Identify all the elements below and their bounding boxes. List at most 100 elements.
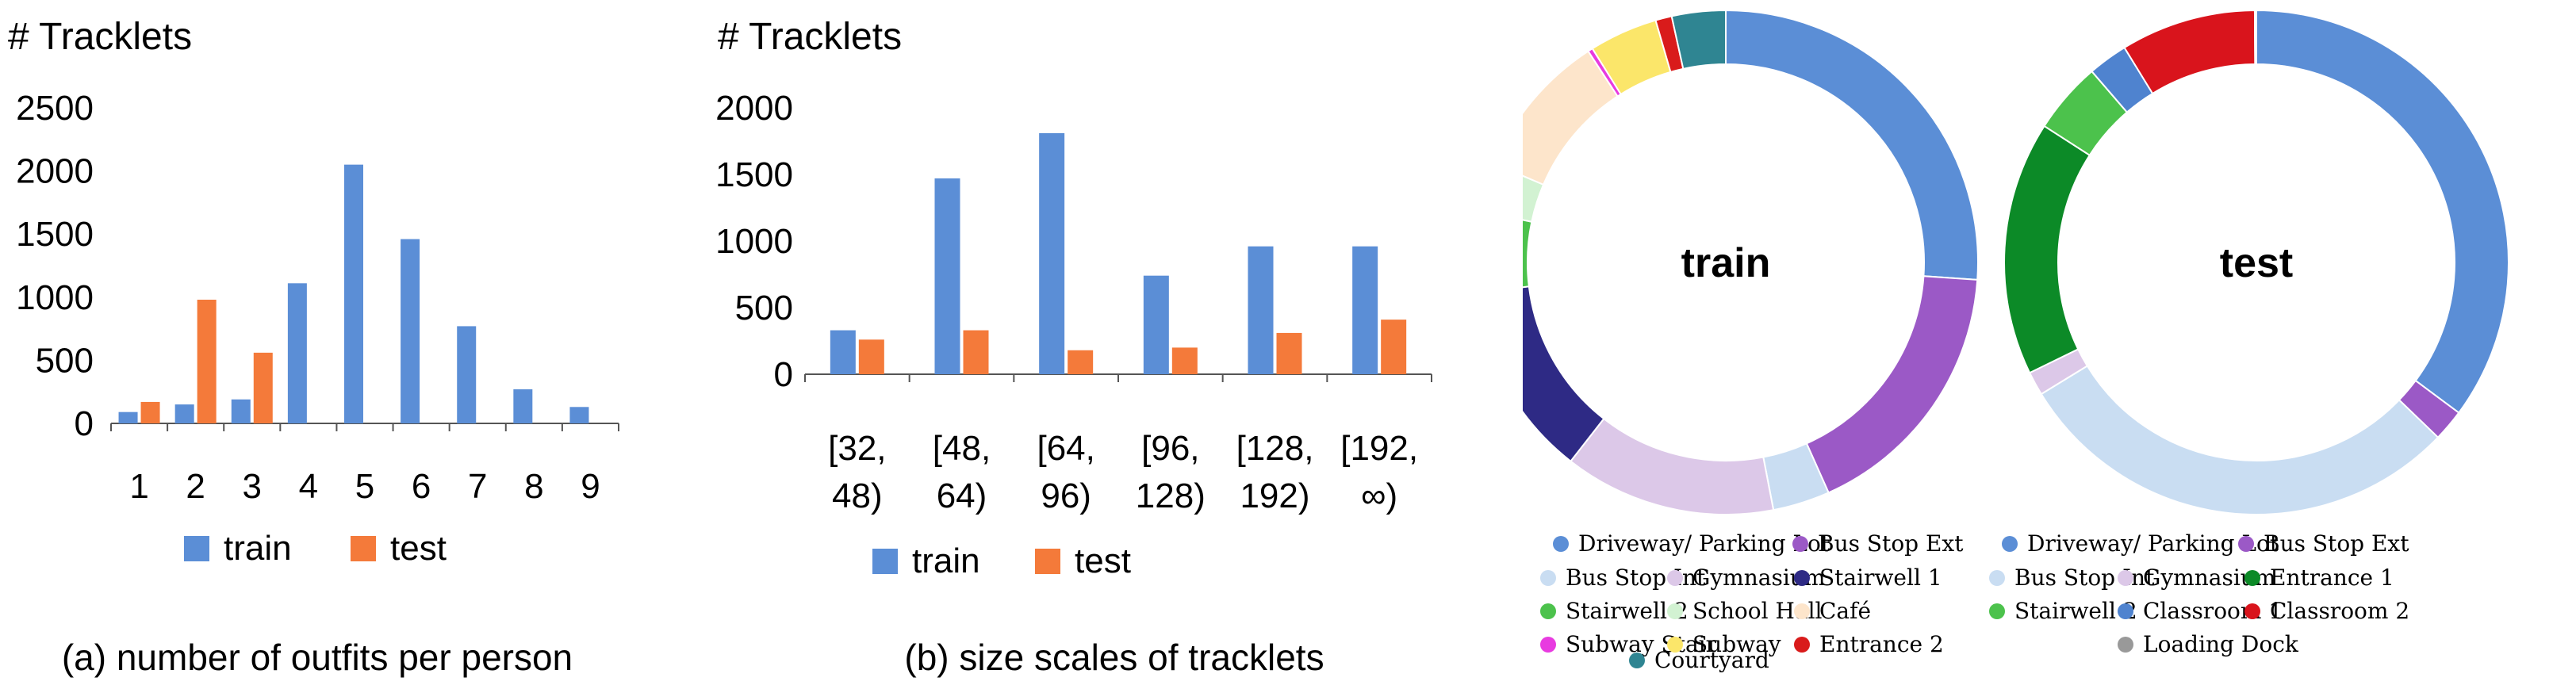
donut-train-legend-marker xyxy=(1794,570,1810,586)
donut-train-slice xyxy=(1725,9,1979,281)
chart-b-category-label: [64, xyxy=(1037,429,1094,468)
chart-a-bar-train xyxy=(513,389,533,423)
donut-test-legend-label: Bus Stop Int xyxy=(2014,565,2155,591)
chart-a-legend-label-test: test xyxy=(390,529,447,568)
chart-b-bar-train xyxy=(830,330,856,374)
bar-chart-a-svg: # Tracklets 0 500 1000 1500 2000 2500 1 2 3 4 5 6 7 8 9… xyxy=(8,16,619,678)
chart-b-bar-test xyxy=(1276,332,1302,374)
donut-train-legend-marker xyxy=(1794,637,1810,653)
donut-train-slice xyxy=(1474,285,1605,463)
chart-b-bar-test xyxy=(1068,350,1094,374)
donut-train-legend-label: Subway xyxy=(1692,631,1781,657)
donut-train-legend-marker xyxy=(1540,570,1556,586)
donut-test-legend-marker xyxy=(2238,536,2254,552)
chart-b-bar-train xyxy=(934,178,960,374)
chart-b-category-label: [192, xyxy=(1340,429,1418,468)
chart-b-bar-train xyxy=(1352,246,1378,374)
chart-a-category-label: 6 xyxy=(412,467,431,506)
chart-b-category-label: 96) xyxy=(1041,477,1091,515)
chart-a-bar-train xyxy=(118,411,138,423)
chart-b-legend-swatch-train xyxy=(872,549,898,574)
chart-b-caption: (b) size scales of tracklets xyxy=(904,637,1324,678)
chart-a-bar-train xyxy=(344,164,363,423)
chart-b-legend-swatch-test xyxy=(1035,549,1060,574)
chart-a-category-label: 7 xyxy=(468,467,487,506)
chart-a-caption: (a) number of outfits per person xyxy=(62,637,573,678)
chart-b-category-label: 128) xyxy=(1136,477,1206,515)
donut-test-slice xyxy=(2253,9,2257,66)
donut-test-legend-marker xyxy=(1989,570,2005,586)
chart-b-y-tick-label: 0 xyxy=(774,355,793,394)
donut-train-legend-marker xyxy=(1540,637,1556,653)
chart-location-donuts: train test Driveway/ Parking Lot Bus Stop E… xyxy=(1473,0,2576,685)
chart-a-bar-train xyxy=(569,407,589,423)
chart-a-bar-train xyxy=(457,326,477,423)
chart-b-category-label: [48, xyxy=(933,429,991,468)
chart-a-bar-train xyxy=(231,399,251,423)
chart-b-bar-test xyxy=(858,339,884,374)
chart-b-bar-train xyxy=(1039,132,1065,375)
donut-test-legend-marker xyxy=(2244,603,2260,619)
chart-b-legend-label-train: train xyxy=(912,542,980,580)
chart-b-category-label: 64) xyxy=(937,477,987,515)
chart-a-y-tick-label: 1500 xyxy=(16,215,94,254)
chart-a-bar-test xyxy=(197,299,217,423)
donut-train-legend-marker xyxy=(1629,653,1645,668)
donut-test-legend-marker xyxy=(2002,536,2018,552)
donut-test-legend-label: Classroom 2 xyxy=(2270,598,2409,624)
chart-a-y-tick-label: 2000 xyxy=(16,152,94,191)
donut-test-legend-label: Loading Dock xyxy=(2143,631,2299,657)
chart-b-bar-test xyxy=(1171,347,1198,374)
chart-a-category-label: 2 xyxy=(186,467,205,506)
donut-train-legend-label: Bus Stop Int xyxy=(1566,565,1706,591)
chart-b-y-tick-label: 2000 xyxy=(715,89,793,128)
donut-train-slice xyxy=(1670,9,1727,71)
chart-b-bar-train xyxy=(1143,275,1169,374)
chart-a-y-tick-label: 1000 xyxy=(16,278,94,317)
chart-a-bar-test xyxy=(140,401,160,423)
donut-train-slice xyxy=(1570,417,1775,515)
donut-train-legend-marker xyxy=(1553,536,1569,552)
chart-a-legend-swatch-test xyxy=(351,536,376,561)
chart-a-legend-swatch-train xyxy=(184,536,209,561)
chart-a-legend-label-train: train xyxy=(224,529,292,568)
chart-b-category-label: [32, xyxy=(828,429,886,468)
donut-train-legend-label: Café xyxy=(1819,598,1871,624)
chart-b-y-tick-label: 1500 xyxy=(715,155,793,194)
chart-b-category-label: 48) xyxy=(832,477,883,515)
donut-test-center-title: test xyxy=(2220,240,2293,286)
donut-train-legend-label: Bus Stop Ext xyxy=(1818,530,1964,557)
chart-a-category-label: 1 xyxy=(129,467,148,506)
chart-a-y-axis-title: # Tracklets xyxy=(8,16,192,58)
donut-test-legend-label: Entrance 1 xyxy=(2270,565,2394,591)
chart-a-category-label: 3 xyxy=(243,467,262,506)
chart-b-category-label: [96, xyxy=(1141,429,1199,468)
chart-a-bar-train xyxy=(401,239,420,423)
donut-test-legend-label: Bus Stop Ext xyxy=(2264,530,2409,557)
chart-a-bar-train xyxy=(174,404,194,423)
chart-b-y-tick-label: 500 xyxy=(735,289,793,327)
chart-a-bar-train xyxy=(287,283,307,423)
chart-a-bar-test xyxy=(253,352,273,423)
chart-a-category-label: 4 xyxy=(299,467,318,506)
chart-size-scales: # Tracklets 0 500 1000 1500 2000 [32, 48) [48, 64… xyxy=(714,0,1523,685)
donut-test-legend-marker xyxy=(2118,603,2133,619)
chart-a-y-tick-label: 500 xyxy=(36,341,94,380)
donut-test-slice xyxy=(2256,9,2509,415)
donut-test-legend-label: Classroom 1 xyxy=(2143,598,2283,624)
chart-b-bar-test xyxy=(963,330,989,374)
chart-b-legend-label-test: test xyxy=(1075,542,1131,580)
donut-test-legend-label: Stairwell 2 xyxy=(2014,598,2137,624)
donut-train-slice xyxy=(1805,275,1979,494)
donut-train-legend-label: Courtyard xyxy=(1654,647,1769,673)
chart-outfits-per-person: # Tracklets 0 500 1000 1500 2000 2500 1 2 3 4 5 6 7 8 9… xyxy=(0,0,682,685)
donut-test-legend-label: Driveway/ Parking Lot xyxy=(2027,530,2279,557)
donut-test-legend-marker xyxy=(2244,570,2260,586)
donut-test-slice xyxy=(2003,124,2091,374)
donut-train-slice xyxy=(1473,209,1533,294)
chart-b-category-label: [128, xyxy=(1236,429,1314,468)
chart-a-category-label: 5 xyxy=(355,467,374,506)
donut-test-legend-marker xyxy=(2118,637,2133,653)
donut-train-legend-label: Entrance 2 xyxy=(1819,631,1944,657)
